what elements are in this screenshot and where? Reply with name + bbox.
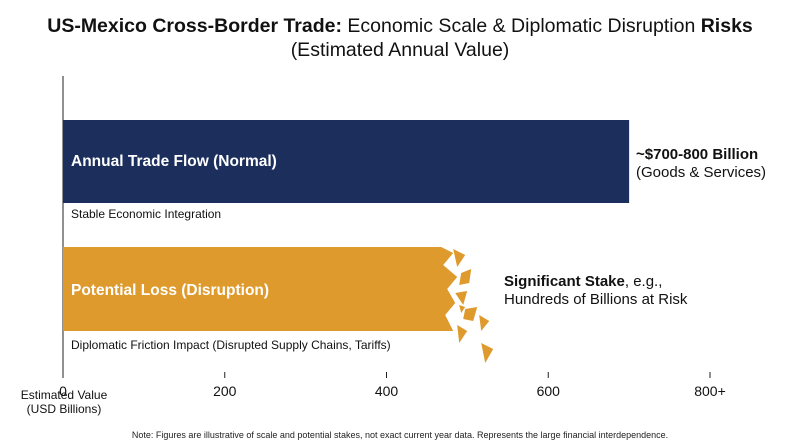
x-axis-label-line-1: Estimated Value — [20, 388, 108, 402]
trade-flow-annotation: ~$700-800 Billion (Goods & Services) — [636, 146, 766, 182]
x-tick-label-4: 600 — [537, 383, 561, 399]
footnote: Note: Figures are illustrative of scale … — [131, 430, 669, 440]
title-bold-part: US-Mexico Cross-Border Trade: — [47, 15, 342, 37]
bar-fragment-2 — [459, 269, 472, 285]
bar-fragment-6 — [457, 325, 468, 343]
x-tick-label-1: 0 — [59, 383, 67, 399]
bar-fragment-4 — [463, 307, 478, 321]
loss-annotation-bold: Significant Stake — [504, 273, 625, 290]
bar-fragment-8 — [459, 305, 466, 313]
bar-sublabel-1: Stable Economic Integration — [71, 207, 221, 221]
x-axis-label-line-2: (USD Billions) — [26, 402, 102, 416]
bar-fragment-3 — [455, 291, 468, 305]
trade-flow-annotation-text: (Goods & Services) — [636, 164, 767, 181]
bar-trade-flow — [63, 120, 630, 203]
bar-fragment-5 — [479, 315, 490, 331]
bar-label-2: Potential Loss (Disruption) — [71, 282, 269, 299]
bar-fragment-1 — [453, 249, 466, 267]
loss-annotation: Significant Stake, e.g., Hundreds of Bil… — [504, 273, 687, 309]
title-risks-part: Risks — [700, 15, 753, 37]
x-axis-label: Estimated Value (USD Billions) — [14, 388, 114, 416]
x-tick-label-5: 800+ — [694, 383, 726, 399]
x-tick-label-3: 400 — [375, 383, 399, 399]
trade-flow-annotation-bold: ~$700-800 Billion — [636, 146, 759, 163]
chart-subtitle: (Estimated Annual Value) — [290, 39, 510, 61]
title-line-1: US-Mexico Cross-Border Trade: Economic S… — [0, 14, 800, 38]
bar-potential-loss — [63, 247, 458, 331]
bar-sublabel-2: Diplomatic Friction Impact (Disrupted Su… — [71, 338, 391, 352]
x-tick-label-2: 200 — [213, 383, 237, 399]
bar-label-1: Annual Trade Flow (Normal) — [71, 153, 277, 170]
loss-annotation-inline: , e.g., — [624, 273, 663, 290]
title-regular-part: Economic Scale & Diplomatic Disruption — [341, 15, 701, 37]
bar-fragment-7 — [481, 343, 494, 363]
loss-annotation-text: Hundreds of Billions at Risk — [504, 291, 688, 308]
chart-title: US-Mexico Cross-Border Trade: Economic S… — [0, 14, 800, 62]
